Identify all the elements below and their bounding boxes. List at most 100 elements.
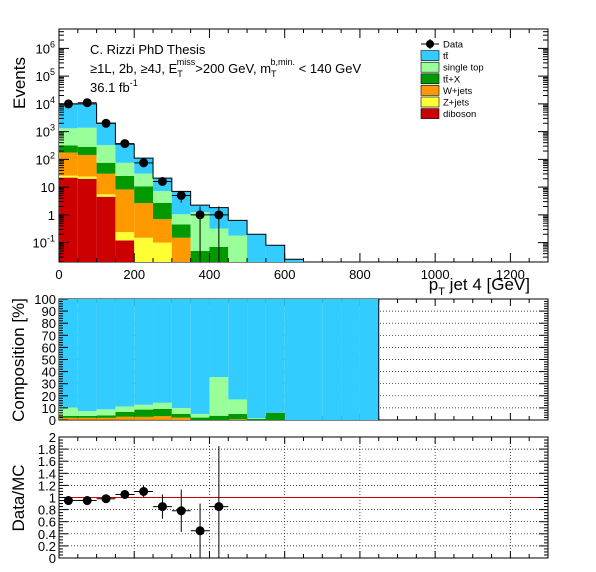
comp-ytick-label: 50 [42, 353, 56, 368]
ratio-ytick-label: 0.8 [38, 503, 56, 518]
bar-ttbar-11 [265, 245, 285, 262]
comp-ytick-label: 40 [42, 365, 56, 380]
header-lumi: 36.1 fb-1 [90, 78, 138, 95]
header-line2-suffix: < 140 GeV [295, 61, 361, 76]
lumi-value: 36.1 fb [90, 80, 130, 95]
data-point-1 [82, 98, 92, 108]
comp-bar-ttbar-4 [134, 299, 154, 405]
ratio-ytick-label: 1.6 [38, 454, 56, 469]
comp-bar-ttX-1 [77, 416, 97, 418]
header-line1: C. Rizzi PhD Thesis [90, 42, 206, 57]
comp-bar-ttX-5 [153, 408, 172, 417]
ratio-ytick-label: 1.2 [38, 478, 56, 493]
data-point-4 [139, 158, 149, 168]
bar-ttX-0 [59, 145, 78, 153]
main-xtick-label: 800 [349, 267, 371, 282]
bar-ttX-3 [115, 175, 135, 190]
ytick-exp: 6 [50, 39, 55, 49]
comp-bar-ttbar-12 [284, 299, 304, 420]
main-ytick-label: 10-1 [33, 234, 55, 251]
bar-single_top-4 [134, 173, 154, 187]
bar-diboson-2 [96, 196, 116, 262]
main-stacked-bars [59, 103, 304, 262]
comp-bar-wjets-4 [134, 416, 154, 420]
comp-bar-single_top-1 [77, 411, 97, 417]
data-point-6 [176, 190, 186, 200]
comp-bar-ttbar-13 [303, 299, 323, 420]
legend-label: tt̄ [443, 51, 449, 62]
comp-ytick-label: 20 [42, 389, 56, 404]
bar-wjets-2 [96, 173, 116, 195]
bar-ttbar-12 [284, 259, 304, 262]
bar-ttX-4 [134, 186, 154, 204]
comp-bar-wjets-5 [153, 416, 172, 420]
legend-swatch-ttbar [420, 50, 440, 61]
bar-ttbar-6 [171, 191, 191, 215]
comp-bar-single_top-6 [171, 407, 191, 414]
ratio-ytick-label: 0.4 [38, 527, 56, 542]
legend-label: Data [443, 40, 464, 51]
bar-ttbar-2 [96, 123, 116, 146]
ratio-data-points [59, 446, 229, 558]
comp-ytick-label: 80 [42, 316, 56, 331]
bar-ttbar-3 [115, 144, 135, 163]
ytick-exp: 4 [50, 95, 55, 105]
legend-swatch-wjets [420, 85, 440, 96]
ratio-ytick-label: 0.2 [38, 539, 56, 554]
comp-ytick-label: 30 [42, 377, 56, 392]
header-line2-sub2: T [271, 69, 277, 79]
comp-bar-single_top-5 [153, 402, 172, 409]
bar-wjets-1 [77, 154, 97, 177]
composition-y-axis-label: Composition [%] [9, 298, 28, 422]
main-data-points [59, 98, 229, 262]
header-line2-prefix: ≥1L, 2b, ≥4J, E [90, 61, 178, 76]
comp-bar-ttbar-14 [322, 299, 342, 420]
comp-bar-wjets-3 [115, 416, 135, 420]
bar-zjets-4 [134, 237, 154, 262]
data-point-5 [157, 176, 167, 186]
x-label-sub: T [438, 286, 445, 298]
ratio-plot-panel: 00.20.40.60.811.21.41.61.82 Data/MC [9, 430, 549, 566]
bar-zjets-2 [96, 194, 116, 197]
comp-bar-single_top-3 [115, 406, 135, 412]
bar-zjets-3 [115, 232, 135, 241]
x-label-suffix: jet 4 [GeV] [445, 275, 530, 294]
legend-swatch-diboson [420, 108, 440, 119]
ratio-point-8 [214, 502, 224, 512]
header-line2: ≥1L, 2b, ≥4J, ETmiss>200 GeV, mTb,min. <… [90, 57, 362, 79]
comp-bar-ttbar-2 [96, 299, 116, 410]
comp-bar-ttbar-0 [59, 299, 78, 408]
ytick-base: 10 [36, 97, 50, 112]
data-point-8 [214, 210, 224, 220]
comp-bar-single_top-8 [209, 377, 229, 416]
main-ytick-label: 10 [41, 180, 55, 195]
header-line2-sup1: miss [177, 57, 196, 67]
comp-bar-wjets-2 [96, 417, 116, 420]
legend-label: single top [443, 63, 484, 74]
bar-single_top-6 [171, 214, 191, 225]
ytick-base: 10 [33, 236, 47, 251]
comp-ytick-label: 90 [42, 304, 56, 319]
comp-ytick-label: 10 [42, 401, 56, 416]
data-point-7 [195, 210, 205, 220]
bar-wjets-5 [153, 219, 172, 243]
main-xtick-label: 1000 [421, 267, 450, 282]
bar-diboson-3 [115, 240, 135, 262]
ratio-point-7 [195, 526, 205, 536]
ratio-point-2 [101, 494, 111, 504]
lumi-sup: -1 [130, 78, 138, 88]
comp-bar-ttbar-9 [228, 299, 248, 400]
bar-ttX-1 [77, 146, 97, 155]
bar-diboson-0 [59, 177, 78, 262]
comp-bar-wjets-6 [171, 417, 191, 420]
comp-bar-ttX-7 [190, 417, 210, 420]
comp-ytick-label: 60 [42, 340, 56, 355]
comp-ytick-label: 0 [49, 413, 56, 428]
ratio-ytick-label: 0 [49, 551, 56, 566]
header-line2-mid: >200 GeV, m [195, 61, 271, 76]
comp-bar-ttbar-5 [153, 299, 172, 403]
ratio-point-0 [63, 496, 73, 506]
comp-bar-ttbar-10 [247, 299, 266, 419]
bar-ttX-2 [96, 162, 116, 174]
